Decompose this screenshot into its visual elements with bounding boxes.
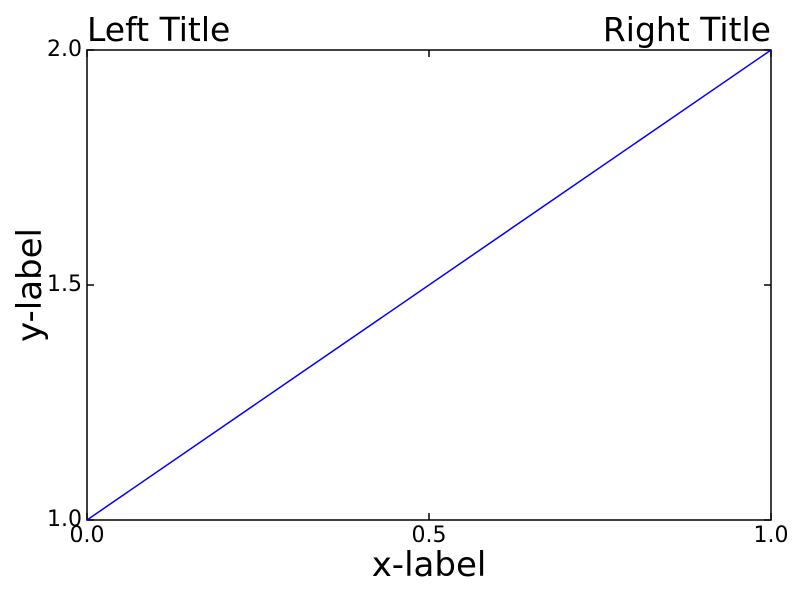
x-axis-label: x-label [371,545,487,585]
x-tick-label: 0.5 [411,523,447,548]
y-tick-label: 1.5 [47,272,82,297]
data-line [86,49,772,521]
left-title: Left Title [87,10,231,49]
x-tick-label: 1.0 [753,523,789,548]
y-tick-label: 2.0 [47,37,82,62]
x-tick-label: 0.0 [69,523,105,548]
right-title: Right Title [602,10,771,49]
plot-area [86,49,772,521]
y-tick-label: 1.0 [47,507,82,532]
